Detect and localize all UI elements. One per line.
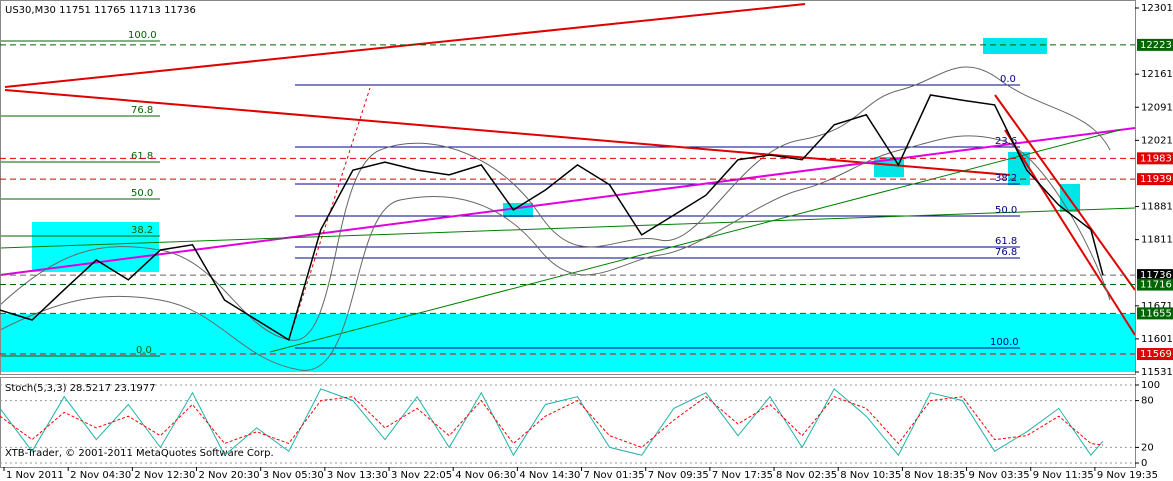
trend-lines bbox=[0, 3, 1136, 353]
level-box bbox=[1137, 278, 1173, 291]
x-tick-label: 1 Nov 2011 bbox=[6, 470, 64, 481]
series-line bbox=[0, 396, 1103, 448]
y-tick-label: 11811 bbox=[1141, 235, 1173, 246]
fib-right bbox=[295, 84, 1020, 349]
x-tick-label: 7 Nov 17:35 bbox=[712, 470, 773, 481]
fib-label: 100.0 bbox=[990, 337, 1019, 348]
x-tick-label: 3 Nov 13:30 bbox=[327, 470, 388, 481]
y-tick-label: 12161 bbox=[1141, 69, 1173, 80]
x-tick-label: 3 Nov 22:05 bbox=[391, 470, 452, 481]
y-tick-label: 12091 bbox=[1141, 102, 1173, 113]
x-tick-label: 7 Nov 09:35 bbox=[648, 470, 709, 481]
y-tick-label: 12021 bbox=[1141, 135, 1173, 146]
y-tick-label: 12301 bbox=[1141, 3, 1173, 14]
series-line bbox=[0, 94, 1104, 342]
fib-label: 38.2 bbox=[995, 173, 1017, 184]
fib-label: 50.0 bbox=[131, 188, 153, 199]
x-tick-label: 2 Nov 04:30 bbox=[70, 470, 131, 481]
zone bbox=[0, 314, 1135, 372]
level-label: 11655 bbox=[1140, 308, 1172, 319]
y-tick-label: 11601 bbox=[1141, 334, 1173, 345]
level-box bbox=[1137, 348, 1173, 361]
level-box bbox=[1137, 38, 1173, 51]
fib-label: 0.0 bbox=[1000, 74, 1016, 85]
fib-label: 50.0 bbox=[995, 205, 1017, 216]
level-label: 11736 bbox=[1140, 270, 1172, 281]
fib-label: 61.8 bbox=[995, 236, 1017, 247]
y-tick-label: 0 bbox=[1141, 458, 1147, 469]
x-tick-label: 3 Nov 05:30 bbox=[263, 470, 324, 481]
x-tick-label: 2 Nov 20:30 bbox=[199, 470, 260, 481]
x-tick-label: 9 Nov 11:35 bbox=[1033, 470, 1094, 481]
band bbox=[0, 66, 1111, 341]
fib-label: 100.0 bbox=[128, 30, 157, 41]
x-tick-label: 7 Nov 01:35 bbox=[584, 470, 645, 481]
y-tick-label: 80 bbox=[1141, 396, 1154, 407]
fib-label: 0.0 bbox=[136, 345, 152, 356]
level-box bbox=[1137, 152, 1173, 165]
fib-label: 76.8 bbox=[995, 247, 1017, 258]
y-tick-label: 11531 bbox=[1141, 367, 1173, 378]
level-label: 11716 bbox=[1140, 280, 1172, 291]
level-label: 12223 bbox=[1140, 40, 1172, 51]
level-label: 11983 bbox=[1140, 153, 1172, 164]
x-tick-label: 4 Nov 06:30 bbox=[455, 470, 516, 481]
level-box bbox=[1137, 269, 1173, 282]
band bbox=[0, 135, 1111, 371]
fib-label: 76.8 bbox=[131, 105, 153, 116]
frame bbox=[0, 0, 1136, 375]
y-tick-label: 11881 bbox=[1141, 202, 1173, 213]
x-tick-label: 2 Nov 12:30 bbox=[134, 470, 195, 481]
header: US30,M30 11751 11765 11713 11736 bbox=[5, 5, 196, 16]
fib-label: 38.2 bbox=[131, 225, 153, 236]
level-box bbox=[1137, 173, 1173, 186]
level-label: 11939 bbox=[1140, 174, 1172, 185]
y-tick-label: 11671 bbox=[1141, 301, 1173, 312]
fib-left bbox=[0, 40, 160, 357]
x-tick-label: 4 Nov 14:30 bbox=[519, 470, 580, 481]
level-label: 11569 bbox=[1140, 349, 1172, 360]
x-tick-label: 9 Nov 19:35 bbox=[1097, 470, 1158, 481]
level-box bbox=[1137, 307, 1173, 320]
indicator-title: Stoch(5,3,3) 28.5217 23.1977 bbox=[5, 383, 156, 394]
copyright: XTB-Trader, © 2001-2011 MetaQuotes Softw… bbox=[5, 448, 274, 459]
x-tick-label: 8 Nov 02:35 bbox=[776, 470, 837, 481]
series-line bbox=[0, 388, 1104, 457]
x-tick-label: 9 Nov 03:35 bbox=[969, 470, 1030, 481]
fib-label: 23.6 bbox=[995, 136, 1017, 147]
x-tick-label: 8 Nov 10:35 bbox=[840, 470, 901, 481]
x-tick-label: 8 Nov 18:35 bbox=[904, 470, 965, 481]
fib-label: 61.8 bbox=[131, 151, 153, 162]
zone bbox=[983, 38, 1047, 54]
frame bbox=[0, 377, 1136, 468]
y-tick-label: 100 bbox=[1141, 380, 1160, 391]
y-tick-label: 20 bbox=[1141, 442, 1154, 453]
